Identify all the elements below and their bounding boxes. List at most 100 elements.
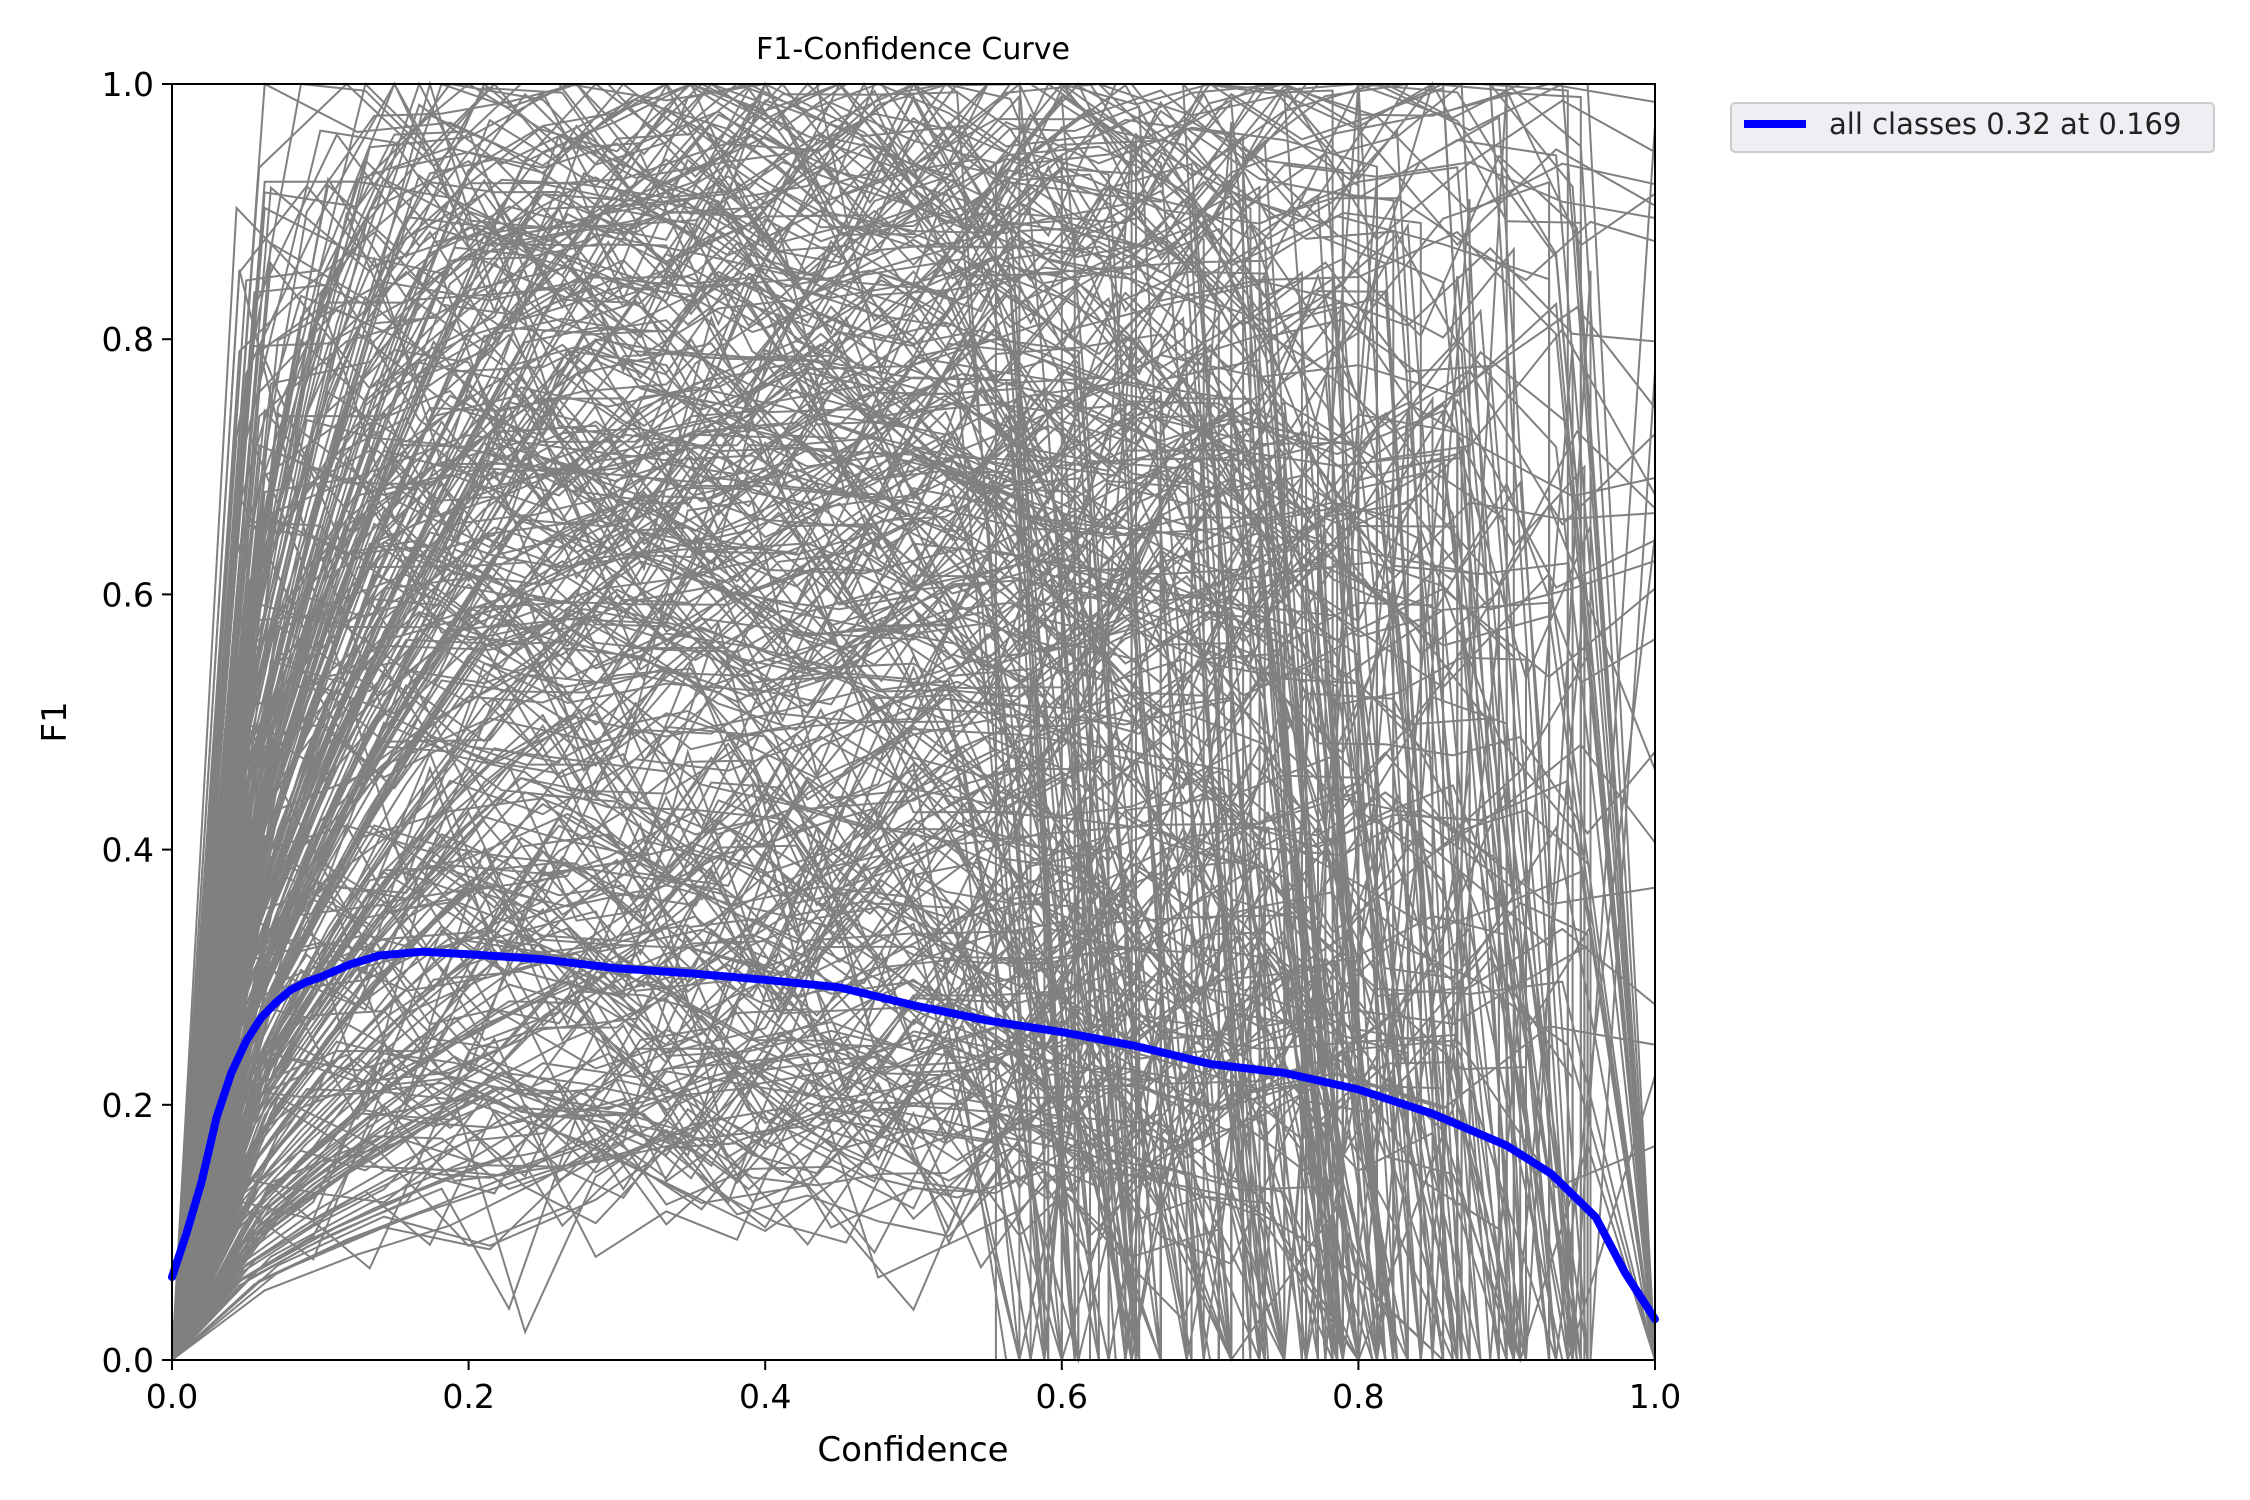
plot-frame <box>171 83 1656 1361</box>
x-tick-label: 0.6 <box>1036 1377 1088 1416</box>
class-curve <box>171 132 1076 1361</box>
class-curve <box>171 541 1261 1361</box>
series-line-all-classes <box>168 947 1659 1324</box>
class-curve <box>171 926 1459 1361</box>
class-curve <box>171 172 1266 1361</box>
class-curve <box>171 81 1656 1361</box>
class-curve <box>171 121 1378 1361</box>
class-curve <box>171 304 1395 1361</box>
class-curve <box>171 762 1589 1361</box>
class-curve <box>171 83 1656 1361</box>
y-axis-label: F1 <box>35 701 75 742</box>
class-curve <box>171 412 1656 1361</box>
class-curve <box>171 272 1318 1361</box>
class-curve <box>171 707 1193 1361</box>
class-curve <box>171 119 1261 1361</box>
class-curve <box>171 738 1578 1361</box>
class-curve <box>171 518 1050 1361</box>
class-curve <box>171 621 1032 1361</box>
class-curve <box>171 466 1261 1361</box>
class-curve <box>171 301 1656 1361</box>
class-curve <box>171 230 1656 1361</box>
class-curve <box>171 697 1252 1361</box>
x-tick-label: 0.8 <box>1332 1377 1384 1416</box>
class-curve <box>171 735 1063 1361</box>
class-curve <box>171 695 1471 1361</box>
class-curve <box>171 762 1212 1361</box>
class-curve <box>171 339 1308 1361</box>
class-curve <box>171 475 1656 1361</box>
class-curve <box>171 105 1205 1361</box>
class-curve <box>171 400 1482 1361</box>
class-curve <box>171 974 1387 1361</box>
chart-title: F1-Confidence Curve <box>756 32 1070 67</box>
class-curve <box>171 735 1286 1361</box>
class-curve <box>171 564 1303 1361</box>
class-curve <box>171 222 1574 1361</box>
class-curve <box>171 947 1339 1361</box>
class-curve <box>171 671 1162 1361</box>
class-curve <box>171 596 1046 1361</box>
class-curve <box>171 1000 1188 1361</box>
class-curve <box>171 791 1360 1361</box>
class-curve <box>171 396 1481 1361</box>
class-curve <box>171 725 1261 1361</box>
legend: all classes 0.32 at 0.169 <box>1730 102 2215 153</box>
x-tick-label: 0.4 <box>739 1377 791 1416</box>
y-tick-label: 0.0 <box>102 1341 154 1380</box>
class-curve <box>171 160 1395 1361</box>
class-curve <box>171 518 1021 1361</box>
legend-box <box>1730 102 2215 153</box>
class-curve <box>171 388 1500 1361</box>
class-curve <box>171 632 1434 1361</box>
class-curve <box>171 436 1569 1361</box>
class-curve <box>171 1056 1374 1361</box>
class-curve <box>171 566 1508 1361</box>
class-curve <box>171 412 1344 1361</box>
class-curve <box>171 776 1303 1361</box>
class-curve <box>171 1052 1233 1361</box>
x-tick-label: 1.0 <box>1629 1377 1681 1416</box>
y-tick-label: 0.4 <box>102 831 154 870</box>
class-curve <box>171 483 1550 1361</box>
class-curve <box>171 1104 1409 1361</box>
y-axis: 0.0 0.2 0.4 0.6 0.8 1.0 <box>102 65 172 1380</box>
x-axis: 0.0 0.2 0.4 0.6 0.8 1.0 <box>146 1360 1681 1416</box>
class-curve <box>171 435 1266 1361</box>
class-curve <box>171 914 1564 1361</box>
class-curve <box>171 518 1557 1361</box>
class-curve <box>171 275 1141 1361</box>
class-curve <box>171 502 1656 1361</box>
class-curve <box>171 157 1656 1361</box>
class-curve <box>171 338 1459 1361</box>
class-curve <box>171 82 1021 1361</box>
class-curve <box>171 420 1551 1361</box>
class-curve <box>171 499 1463 1361</box>
class-curve <box>171 522 1395 1361</box>
legend-label-all-classes: all classes 0.32 at 0.169 <box>1829 107 2181 141</box>
class-curve <box>171 934 1162 1361</box>
class-curve <box>171 335 1656 1361</box>
class-curve <box>171 990 1360 1361</box>
x-tick-label: 0.2 <box>442 1377 494 1416</box>
class-curve <box>171 676 1422 1361</box>
class-curve <box>171 397 1334 1361</box>
class-curve <box>171 827 1395 1361</box>
class-curve <box>171 1049 1500 1361</box>
class-curve <box>171 200 1422 1361</box>
class-curve <box>171 301 1409 1361</box>
class-curve <box>171 1095 1334 1361</box>
class-curve <box>171 900 1491 1361</box>
y-tick-label: 0.8 <box>102 320 154 359</box>
x-axis-label: Confidence <box>817 1430 1008 1470</box>
class-curve <box>171 223 1076 1361</box>
class-curve <box>171 454 1141 1361</box>
class-curve <box>171 638 1266 1361</box>
class-curve <box>171 176 1453 1361</box>
plot-area <box>168 80 1659 1364</box>
class-curve <box>171 771 1582 1361</box>
class-curve <box>171 424 1551 1361</box>
class-curve <box>171 894 1374 1361</box>
class-curve <box>171 546 1344 1361</box>
